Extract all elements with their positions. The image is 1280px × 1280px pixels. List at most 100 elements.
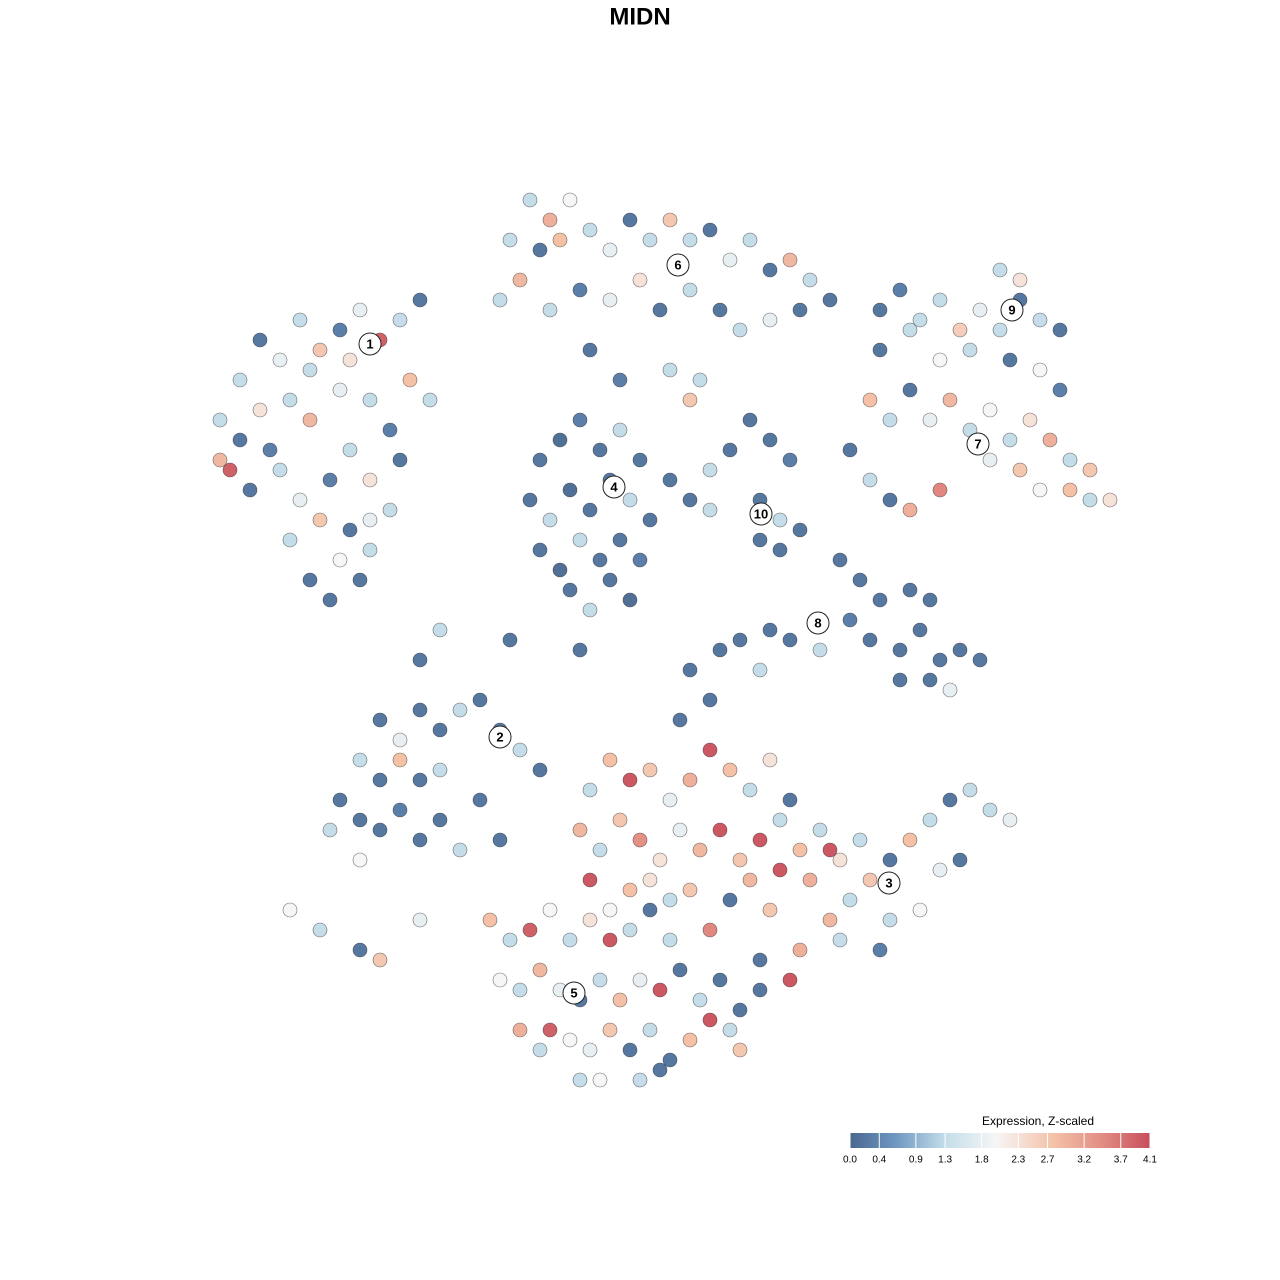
colorbar-segment [1028, 1133, 1031, 1148]
point [722, 892, 738, 908]
point [632, 832, 648, 848]
point [762, 902, 778, 918]
colorbar-segment [916, 1133, 919, 1148]
point [592, 972, 608, 988]
colorbar-segment [978, 1133, 981, 1148]
point [662, 472, 678, 488]
point [772, 812, 788, 828]
colorbar-segment [946, 1133, 949, 1148]
point [682, 392, 698, 408]
colorbar-segment [964, 1133, 967, 1148]
point [1082, 492, 1098, 508]
point [552, 232, 568, 248]
point [662, 932, 678, 948]
point [762, 622, 778, 638]
point [502, 932, 518, 948]
point [1002, 812, 1018, 828]
point [582, 912, 598, 928]
point [482, 912, 498, 928]
point [632, 1072, 648, 1088]
colorbar-segment [1006, 1133, 1009, 1148]
point [892, 282, 908, 298]
colorbar-segment [1140, 1133, 1143, 1148]
point [622, 212, 638, 228]
point [622, 882, 638, 898]
colorbar-segment [1144, 1133, 1147, 1148]
point [512, 982, 528, 998]
colorbar-segment [912, 1133, 915, 1148]
point [642, 902, 658, 918]
colorbar-segment [860, 1133, 863, 1148]
point [832, 852, 848, 868]
point [392, 312, 408, 328]
point [562, 192, 578, 208]
colorbar-segment [1108, 1133, 1111, 1148]
point [662, 892, 678, 908]
colorbar-segment [1074, 1133, 1077, 1148]
point [792, 942, 808, 958]
point [892, 672, 908, 688]
point [552, 432, 568, 448]
colorbar-segment [1100, 1133, 1103, 1148]
colorbar-segment [952, 1133, 955, 1148]
colorbar-segment [1050, 1133, 1053, 1148]
legend-title: Expression, Z-scaled [982, 1114, 1094, 1128]
colorbar-segment [956, 1133, 959, 1148]
colorbar-segment [1064, 1133, 1067, 1148]
point [572, 412, 588, 428]
colorbar-segment [1036, 1133, 1039, 1148]
point [642, 872, 658, 888]
point [732, 852, 748, 868]
point [522, 922, 538, 938]
point [752, 662, 768, 678]
point [432, 722, 448, 738]
cluster-marker [806, 611, 830, 635]
point [682, 882, 698, 898]
point [812, 822, 828, 838]
colorbar-segment [1098, 1133, 1101, 1148]
colorbar-segment [864, 1133, 867, 1148]
point [772, 542, 788, 558]
point [532, 242, 548, 258]
point [562, 582, 578, 598]
point [392, 802, 408, 818]
colorbar-tick-label: 0.4 [872, 1155, 886, 1166]
point [372, 772, 388, 788]
point [542, 302, 558, 318]
point [972, 302, 988, 318]
colorbar-segment [892, 1133, 895, 1148]
point [612, 532, 628, 548]
point [572, 822, 588, 838]
point [272, 352, 288, 368]
point [362, 472, 378, 488]
colorbar-segment [1104, 1133, 1107, 1148]
point [352, 942, 368, 958]
point [942, 682, 958, 698]
colorbar-segment [1016, 1133, 1019, 1148]
point [662, 212, 678, 228]
point [1032, 312, 1048, 328]
cluster-label: 1 [366, 336, 373, 351]
colorbar-segment [1030, 1133, 1033, 1148]
colorbar-segment [940, 1133, 943, 1148]
point [382, 422, 398, 438]
point [882, 852, 898, 868]
colorbar-segment [1010, 1133, 1013, 1148]
point [362, 512, 378, 528]
colorbar-segment [950, 1133, 953, 1148]
point [562, 1032, 578, 1048]
colorbar-segment [872, 1133, 875, 1148]
colorbar-segment [1138, 1133, 1141, 1148]
point [672, 962, 688, 978]
colorbar-segment [1070, 1133, 1073, 1148]
colorbar-segment [1066, 1133, 1069, 1148]
point [542, 512, 558, 528]
point [992, 322, 1008, 338]
colorbar-segment [1052, 1133, 1055, 1148]
colorbar-segment [1044, 1133, 1047, 1148]
colorbar-segment [906, 1133, 909, 1148]
colorbar-segment [926, 1133, 929, 1148]
point [622, 1042, 638, 1058]
colorbar-segment [1048, 1133, 1051, 1148]
point [422, 392, 438, 408]
